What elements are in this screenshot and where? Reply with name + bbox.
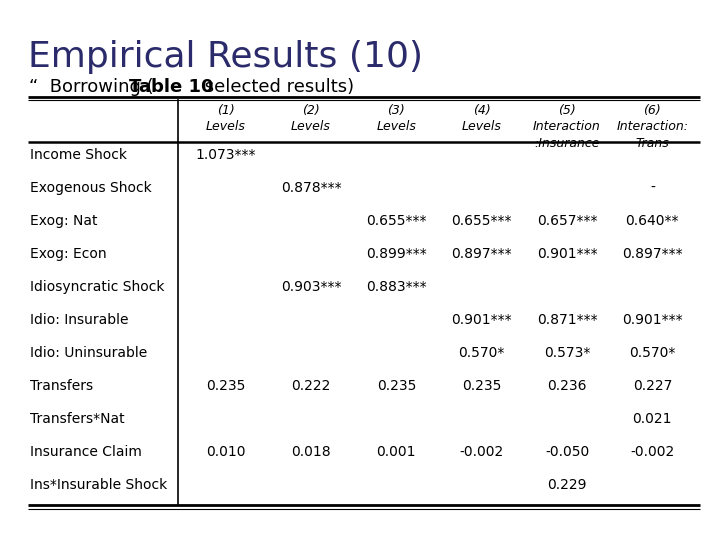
- Text: 0.573*: 0.573*: [544, 346, 590, 360]
- Text: -0.002: -0.002: [630, 445, 675, 459]
- Text: Exog: Econ: Exog: Econ: [30, 247, 107, 261]
- Text: Table 10: Table 10: [129, 78, 214, 96]
- Text: (2): (2): [302, 104, 320, 117]
- Text: -0.050: -0.050: [545, 445, 589, 459]
- Text: 0.570*: 0.570*: [459, 346, 505, 360]
- Text: 0.227: 0.227: [633, 379, 672, 393]
- Text: Levels: Levels: [206, 120, 246, 133]
- Text: (5): (5): [558, 104, 576, 117]
- Text: Levels: Levels: [377, 120, 416, 133]
- Text: Levels: Levels: [462, 120, 502, 133]
- Text: 0.883***: 0.883***: [366, 280, 427, 294]
- Text: 0.655***: 0.655***: [451, 214, 512, 228]
- Text: 0.018: 0.018: [291, 445, 330, 459]
- Text: Idiosyncratic Shock: Idiosyncratic Shock: [30, 280, 164, 294]
- Text: -: -: [650, 181, 654, 195]
- Text: 0.235: 0.235: [206, 379, 246, 393]
- Text: Idio: Uninsurable: Idio: Uninsurable: [30, 346, 148, 360]
- Text: Levels: Levels: [291, 120, 331, 133]
- Text: 0.021: 0.021: [633, 412, 672, 426]
- Text: (3): (3): [387, 104, 405, 117]
- Text: Transfers*Nat: Transfers*Nat: [30, 412, 125, 426]
- Text: Empirical Results (10): Empirical Results (10): [28, 40, 423, 74]
- Text: selected results): selected results): [199, 78, 354, 96]
- Text: 0.897***: 0.897***: [451, 247, 512, 261]
- Text: 0.236: 0.236: [547, 379, 587, 393]
- Text: 0.655***: 0.655***: [366, 214, 426, 228]
- Text: 0.235: 0.235: [377, 379, 416, 393]
- Text: -0.002: -0.002: [459, 445, 504, 459]
- Text: 0.901***: 0.901***: [536, 247, 598, 261]
- Text: Ins*Insurable Shock: Ins*Insurable Shock: [30, 478, 167, 492]
- Text: “: “: [28, 78, 37, 96]
- Text: 0.897***: 0.897***: [622, 247, 683, 261]
- Text: Interaction
:Insurance: Interaction :Insurance: [533, 120, 601, 150]
- Text: 0.901***: 0.901***: [622, 313, 683, 327]
- Text: 0.901***: 0.901***: [451, 313, 512, 327]
- Text: 0.229: 0.229: [547, 478, 587, 492]
- Text: Idio: Insurable: Idio: Insurable: [30, 313, 128, 327]
- Text: 0.235: 0.235: [462, 379, 501, 393]
- Text: Exogenous Shock: Exogenous Shock: [30, 181, 152, 195]
- Text: (1): (1): [217, 104, 235, 117]
- Text: 0.640**: 0.640**: [626, 214, 679, 228]
- Text: Interaction:
Trans: Interaction: Trans: [616, 120, 688, 150]
- Text: (6): (6): [644, 104, 661, 117]
- Text: 0.001: 0.001: [377, 445, 416, 459]
- Text: 0.871***: 0.871***: [536, 313, 598, 327]
- Text: Income Shock: Income Shock: [30, 148, 127, 162]
- Text: Transfers: Transfers: [30, 379, 93, 393]
- Text: 0.010: 0.010: [206, 445, 246, 459]
- Text: 0.899***: 0.899***: [366, 247, 427, 261]
- Text: (4): (4): [473, 104, 490, 117]
- Text: 0.570*: 0.570*: [629, 346, 675, 360]
- Text: 0.903***: 0.903***: [281, 280, 341, 294]
- Text: Exog: Nat: Exog: Nat: [30, 214, 97, 228]
- Text: Insurance Claim: Insurance Claim: [30, 445, 142, 459]
- Text: Borrowing (: Borrowing (: [44, 78, 153, 96]
- Text: 0.222: 0.222: [292, 379, 330, 393]
- Text: 0.657***: 0.657***: [536, 214, 598, 228]
- Text: 1.073***: 1.073***: [195, 148, 256, 162]
- Text: 0.878***: 0.878***: [281, 181, 341, 195]
